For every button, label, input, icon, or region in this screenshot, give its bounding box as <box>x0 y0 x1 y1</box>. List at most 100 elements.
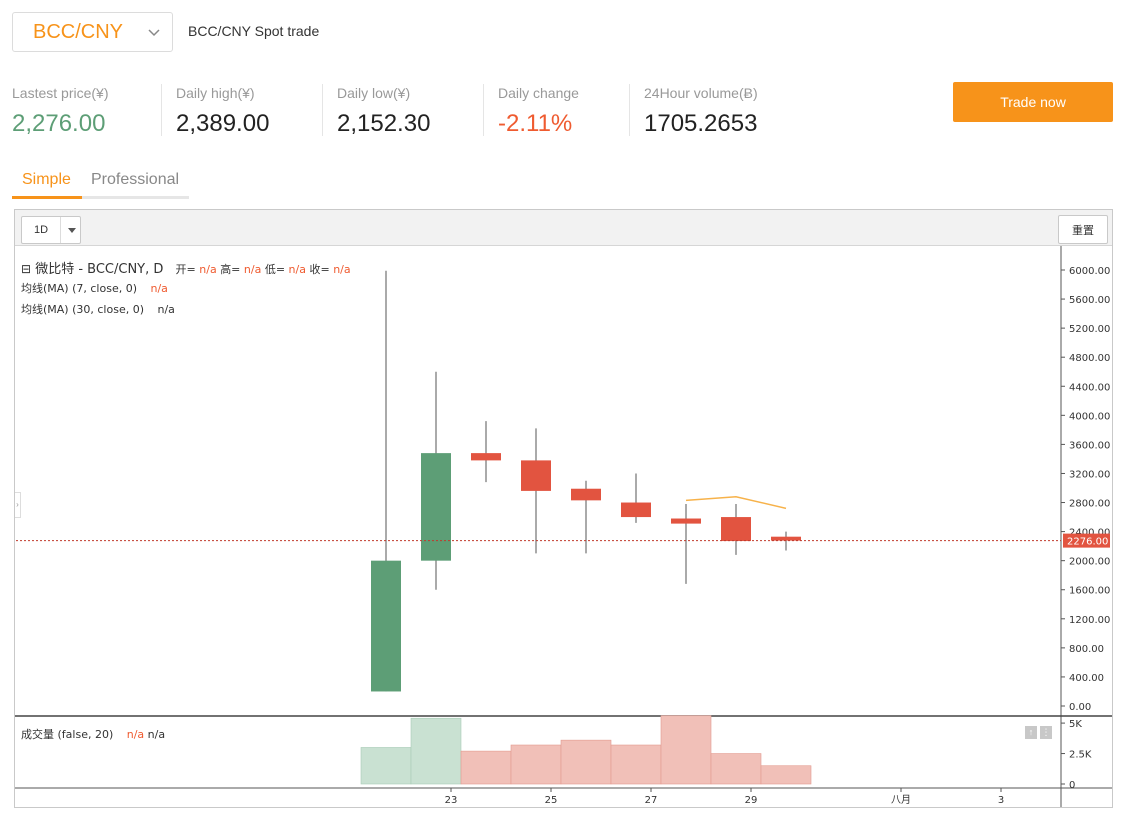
interval-value: 1D <box>34 224 49 236</box>
price-tick-label: 6000.00 <box>1069 266 1110 277</box>
stat-value: 2,152.30 <box>337 110 431 137</box>
pair-select[interactable]: BCC/CNY <box>12 12 173 52</box>
pair-select-value: BCC/CNY <box>33 20 124 43</box>
candle-body <box>621 502 651 518</box>
active-tab-indicator <box>12 196 82 199</box>
legend-ohlc-key: 开= <box>175 263 196 276</box>
pane-settings-icon[interactable]: ⋮ <box>1040 726 1052 739</box>
legend-ma7-label: 均线(MA) (7, close, 0) <box>21 282 137 295</box>
side-expand-handle[interactable]: › <box>15 492 21 518</box>
volume-tick-label: 2.5K <box>1069 750 1092 761</box>
legend-volume: 成交量 (false, 20) n/a n/a <box>21 726 165 742</box>
legend-ohlc-key: 低= <box>264 263 286 276</box>
chart-toolbar: 1D 重置 <box>15 210 1112 246</box>
volume-tick-label: 0 <box>1069 780 1075 791</box>
stat-label: 24Hour volume(Ƀ) <box>644 85 758 101</box>
legend-ohlc-value: n/a <box>243 263 262 276</box>
stat-label: Daily high(¥) <box>176 85 255 101</box>
price-tick-label: 4400.00 <box>1069 382 1110 393</box>
price-tick-label: 2400.00 <box>1069 528 1110 539</box>
candle-body <box>371 560 401 692</box>
price-tick-label: 1200.00 <box>1069 615 1110 626</box>
candle-body <box>521 460 551 491</box>
volume-bar <box>560 739 612 785</box>
candle-body <box>571 488 601 501</box>
legend-ma30: 均线(MA) (30, close, 0) n/a <box>21 301 175 317</box>
legend-ohlc: 开= n/a 高= n/a 低= n/a 收= n/a <box>176 263 351 276</box>
legend-ohlc-key: 收= <box>309 263 330 276</box>
time-tick-label: 3 <box>998 795 1004 806</box>
stat-daily-low: Daily low(¥) 2,152.30 <box>323 84 484 137</box>
stat-value: 2,276.00 <box>12 110 106 137</box>
legend-ohlc-value: n/a <box>288 263 306 276</box>
stat-label: Lastest price(¥) <box>12 85 109 101</box>
chart-canvas[interactable]: 6000.00 5600.00 5200.00 4800.00 4400.00 4000.… <box>15 210 1112 807</box>
tab-professional[interactable]: Professional <box>91 171 180 188</box>
legend-ma7-value: n/a <box>150 282 168 295</box>
move-pane-up-icon[interactable]: ↑ <box>1025 726 1037 739</box>
stat-daily-change: Daily change -2.11% <box>484 84 630 137</box>
candle-body <box>671 518 701 524</box>
price-tick-label: 5600.00 <box>1069 295 1110 306</box>
price-tick-label: 400.00 <box>1069 673 1104 684</box>
time-tick-label: 27 <box>645 795 658 806</box>
price-tick-label: 3600.00 <box>1069 440 1110 451</box>
legend-ma30-value: n/a <box>157 303 175 316</box>
legend-ma30-label: 均线(MA) (30, close, 0) <box>21 303 144 316</box>
time-tick-label: 29 <box>745 795 758 806</box>
legend-ohlc-value: n/a <box>333 263 351 276</box>
pair-description: BCC/CNY Spot trade <box>188 23 320 39</box>
time-tick-label: 八月 <box>891 794 911 806</box>
tab-simple[interactable]: Simple <box>22 171 71 188</box>
stat-24h-volume: 24Hour volume(Ƀ) 1705.2653 <box>630 84 830 137</box>
volume-bar <box>610 744 662 785</box>
stat-latest-price: Lastest price(¥) 2,276.00 <box>12 84 162 137</box>
price-chart[interactable]: 1D 重置 6000.00 5600.00 5200.00 4800.00 4400.0… <box>14 209 1113 808</box>
market-stats: Lastest price(¥) 2,276.00 Daily high(¥) … <box>12 84 830 137</box>
stat-label: Daily low(¥) <box>337 85 411 101</box>
stat-value: -2.11% <box>498 110 573 137</box>
stat-daily-high: Daily high(¥) 2,389.00 <box>162 84 323 137</box>
price-tick-label: 0.00 <box>1069 702 1091 713</box>
price-tick-label: 4000.00 <box>1069 411 1110 422</box>
volume-bar <box>760 765 812 785</box>
collapse-legend-icon[interactable]: ⊟ <box>21 262 32 276</box>
legend-ma7: 均线(MA) (7, close, 0) n/a <box>21 280 168 296</box>
legend-ohlc-value: n/a <box>199 263 217 276</box>
volume-tick-label: 5K <box>1069 719 1082 730</box>
candle-body <box>421 453 451 561</box>
current-price-label: 2276.00 <box>1067 537 1108 548</box>
volume-bar <box>660 715 712 785</box>
price-tick-label: 1600.00 <box>1069 586 1110 597</box>
volume-bar <box>360 747 412 785</box>
candle-body <box>771 536 801 541</box>
price-tick-label: 5200.00 <box>1069 324 1110 335</box>
stat-value: 1705.2653 <box>644 110 758 137</box>
interval-divider <box>60 217 61 243</box>
legend-volume-label: 成交量 (false, 20) <box>21 728 114 741</box>
candle-body <box>471 453 501 461</box>
price-tick-label: 4800.00 <box>1069 353 1110 364</box>
volume-bar <box>460 750 512 785</box>
volume-bar <box>510 744 562 785</box>
legend-ohlc-key: 高= <box>220 263 241 276</box>
stat-value: 2,389.00 <box>176 110 270 137</box>
candle-body <box>721 517 751 542</box>
price-tick-label: 2000.00 <box>1069 557 1110 568</box>
price-tick-label: 800.00 <box>1069 644 1104 655</box>
volume-bar <box>410 717 462 785</box>
volume-pane-controls: ↑ ⋮ <box>1025 726 1052 739</box>
volume-bar <box>710 753 762 785</box>
chart-legend-main: ⊟ 微比特 - BCC/CNY, D 开= n/a 高= n/a 低= n/a … <box>21 258 351 277</box>
view-tabs: Simple Professional <box>12 165 189 199</box>
interval-select[interactable]: 1D <box>21 216 81 244</box>
price-tick-label: 2800.00 <box>1069 499 1110 510</box>
stat-label: Daily change <box>498 85 579 101</box>
chevron-down-icon <box>148 29 160 37</box>
trade-now-button[interactable]: Trade now <box>953 82 1113 122</box>
caret-down-icon <box>68 228 76 233</box>
price-tick-label: 3200.00 <box>1069 469 1110 480</box>
reset-chart-button[interactable]: 重置 <box>1058 215 1108 244</box>
legend-volume-value-2: n/a <box>147 728 166 741</box>
current-price-badge <box>1063 533 1110 548</box>
